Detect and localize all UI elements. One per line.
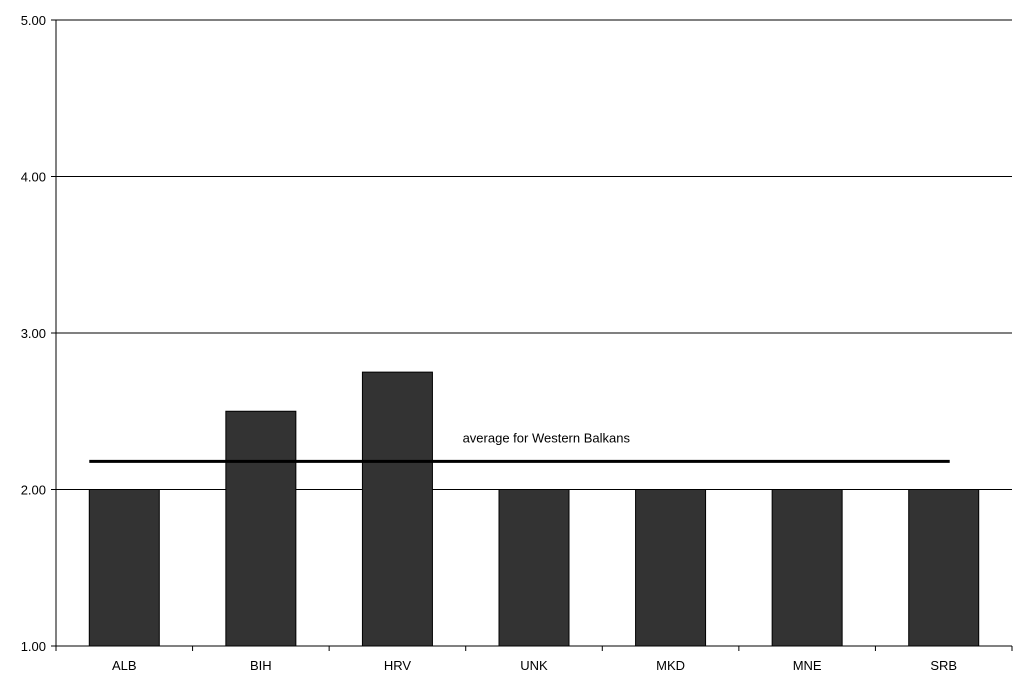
y-tick-label: 5.00 xyxy=(21,13,46,28)
average-label: average for Western Balkans xyxy=(463,430,631,445)
bar-srb xyxy=(908,489,980,647)
bar-mne xyxy=(771,489,843,647)
bar-unk xyxy=(498,489,570,647)
y-tick-label: 2.00 xyxy=(21,483,46,498)
bar-hrv xyxy=(361,371,433,647)
x-tick-label: HRV xyxy=(384,658,412,673)
bar-alb xyxy=(88,489,160,647)
bars xyxy=(88,371,980,647)
x-tick-label: MKD xyxy=(656,658,685,673)
y-tick-label: 4.00 xyxy=(21,170,46,185)
x-tick-label: SRB xyxy=(930,658,957,673)
x-tick-label: BIH xyxy=(250,658,272,673)
x-tick-label: UNK xyxy=(520,658,548,673)
y-tick-label: 1.00 xyxy=(21,639,46,654)
y-tick-label: 3.00 xyxy=(21,326,46,341)
bar-mkd xyxy=(635,489,707,647)
x-tick-label: MNE xyxy=(793,658,822,673)
x-tick-labels: ALB BIH HRV UNK MKD MNE SRB xyxy=(112,658,957,673)
x-tick-label: ALB xyxy=(112,658,137,673)
y-tick-labels: 1.00 2.00 3.00 4.00 5.00 xyxy=(21,13,46,654)
reference-line-group: average for Western Balkans xyxy=(89,430,950,463)
axes xyxy=(55,20,1013,651)
bar-bih xyxy=(225,410,297,647)
